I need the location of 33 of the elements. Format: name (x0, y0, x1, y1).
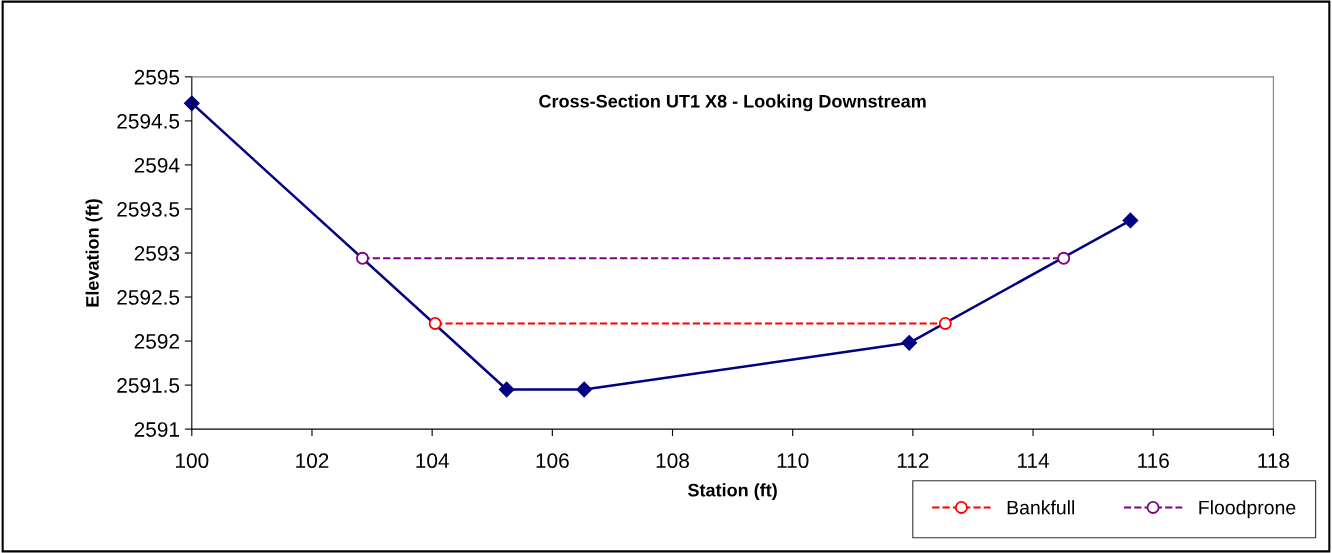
legend-label: Bankfull (1007, 500, 1075, 515)
legend-label: Floodprone (1199, 500, 1296, 519)
point (498, 381, 515, 398)
x-tick-label: 108 (656, 453, 689, 469)
x-tick-label: 104 (416, 453, 449, 469)
y-axis-title: Elevation (ft) (85, 199, 103, 307)
x-axis-title: Station (ft) (688, 483, 777, 501)
x-tick-label: 116 (1138, 453, 1169, 469)
y-tick-label: 2595 (134, 69, 180, 85)
y-tick-label: 2593 (134, 246, 180, 261)
point (184, 95, 200, 112)
y-tick-label: 2591.5 (117, 378, 180, 393)
y-tick-label: 2592 (134, 334, 179, 349)
x-tick-label: 110 (777, 453, 809, 469)
text: Cross-Section UT1 X8 - Looking Downstream (539, 94, 926, 112)
y-tick-label: 2593.5 (117, 201, 180, 217)
point (355, 251, 369, 265)
point (901, 335, 918, 351)
x-tick-label: 114 (1018, 453, 1050, 468)
point (576, 381, 592, 398)
point (428, 316, 442, 330)
y-tick-label: 2594 (134, 157, 180, 173)
x-tick-label: 106 (536, 453, 569, 469)
y-tick-label: 2592.5 (117, 290, 180, 305)
x-tick-label: 112 (897, 453, 929, 468)
x-tick-label: 118 (1258, 453, 1290, 469)
y-tick-label: 2594.5 (117, 113, 180, 129)
point (1122, 212, 1139, 229)
point (938, 316, 952, 330)
point (1057, 251, 1071, 265)
y-tick-label: 2591 (134, 422, 179, 437)
x-tick-label: 102 (296, 453, 329, 469)
x-tick-label: 100 (176, 453, 209, 469)
